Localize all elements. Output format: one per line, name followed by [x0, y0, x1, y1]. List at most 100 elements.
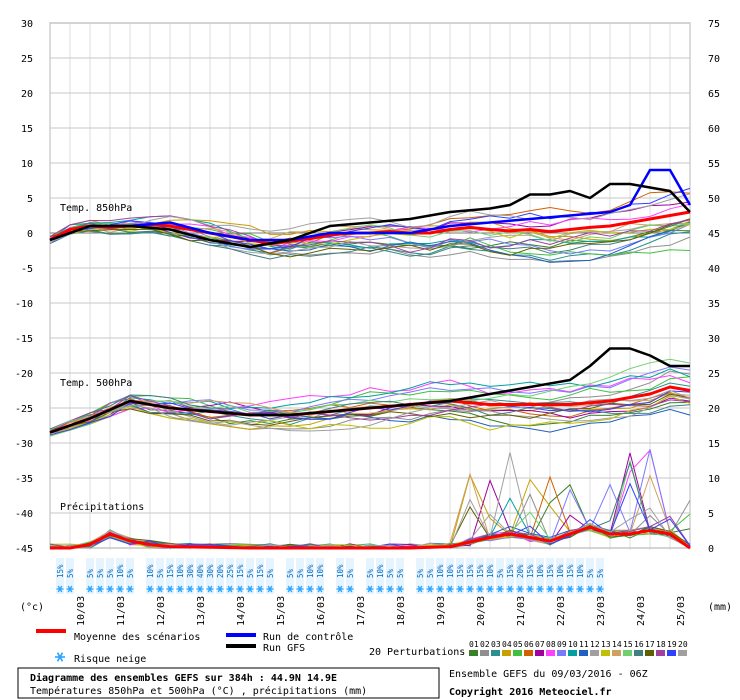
x-date-label: 18/03	[396, 596, 407, 626]
snow-risk-label: 5%	[366, 568, 375, 578]
left-tick-label: 5	[27, 194, 33, 205]
member-swatch	[491, 650, 500, 656]
x-date-label: 19/03	[436, 596, 447, 626]
snowflake-icon	[566, 585, 574, 593]
snow-risk-label: 15%	[466, 564, 475, 578]
member-number: 14	[612, 640, 622, 649]
snowflake-icon	[586, 585, 594, 593]
snow-cell	[226, 558, 234, 594]
series-line-control	[49, 168, 692, 242]
member-swatch	[678, 650, 687, 656]
snow-cell	[456, 558, 464, 594]
snowflake-icon	[576, 585, 584, 593]
right-tick-label: 30	[708, 334, 720, 345]
snow-cell	[506, 558, 514, 594]
snow-cell	[216, 558, 224, 594]
snowflake-icon	[206, 585, 214, 593]
snow-cell	[296, 558, 304, 594]
legend: Moyenne des scénarios Run de contrôle Ru…	[36, 629, 688, 665]
snowflake-icon	[236, 585, 244, 593]
left-tick-label: 30	[21, 19, 33, 30]
panel-label-precip: Précipitations	[60, 501, 144, 513]
snow-cell	[476, 558, 484, 594]
snowflake-icon	[166, 585, 174, 593]
snow-cell	[176, 558, 184, 594]
snow-risk-label: 5%	[386, 568, 395, 578]
snow-cell	[56, 558, 64, 594]
left-tick-label: -30	[15, 439, 33, 450]
member-number: 05	[513, 640, 523, 649]
snow-cell	[576, 558, 584, 594]
snow-risk-label: 5%	[296, 568, 305, 578]
snowflake-icon	[226, 585, 234, 593]
x-date-label: 24/03	[636, 596, 647, 626]
snow-cell	[126, 558, 134, 594]
member-line	[49, 222, 691, 242]
snow-risk-label: 25%	[226, 564, 235, 578]
snow-risk-label: 40%	[196, 564, 205, 578]
snowflake-icon	[416, 585, 424, 593]
snow-risk-label: 15%	[566, 564, 575, 578]
member-swatch	[579, 650, 588, 656]
snow-cell	[86, 558, 94, 594]
snow-risk-label: 30%	[186, 564, 195, 578]
series-line-mean	[50, 525, 691, 550]
snowflake-icon	[376, 585, 384, 593]
member-number: 12	[590, 640, 600, 649]
copyright: Copyright 2016 Meteociel.fr	[449, 686, 612, 698]
snow-cell	[546, 558, 554, 594]
snow-risk-label: 20%	[216, 564, 225, 578]
snow-risk-label: 5%	[156, 568, 165, 578]
snowflake-icon	[196, 585, 204, 593]
snow-risk-label: 10%	[376, 564, 385, 578]
snow-cell	[596, 558, 604, 594]
snowflake-icon	[426, 585, 434, 593]
legend-gfs-label: Run GFS	[263, 643, 305, 654]
snowflake-icon	[106, 585, 114, 593]
snowflake-icon	[546, 585, 554, 593]
snow-risk-label: 5%	[96, 568, 105, 578]
left-tick-label: -10	[15, 299, 33, 310]
snow-cell	[416, 558, 424, 594]
right-tick-label: 75	[708, 19, 720, 30]
member-line	[49, 403, 691, 433]
snow-risk-label: 10%	[306, 564, 315, 578]
right-tick-label: 70	[708, 54, 720, 65]
snowflake-icon	[86, 585, 94, 593]
snow-cell	[286, 558, 294, 594]
right-tick-label: 65	[708, 89, 720, 100]
snow-risk-strip: 15% 5% 5% 5% 5% 10% 5% 10% 5% 15% 10% 30% 40% 30% 20% 2…	[56, 558, 605, 594]
snowflake-icon	[126, 585, 134, 593]
right-tick-label: 20	[708, 404, 720, 415]
snow-cell	[556, 558, 564, 594]
panel-label-t850: Temp. 850hPa	[60, 203, 132, 214]
snowflake-icon	[186, 585, 194, 593]
snow-cell	[106, 558, 114, 594]
snow-risk-label: 5%	[266, 568, 275, 578]
snow-risk-label: 5%	[86, 568, 95, 578]
snow-risk-label: 10%	[446, 564, 455, 578]
snowflake-icon	[216, 585, 224, 593]
snow-risk-label: 5%	[586, 568, 595, 578]
legend-perturbations-label: 20 Perturbations	[369, 647, 465, 658]
x-date-label: 22/03	[556, 596, 567, 626]
snow-risk-label: 10%	[146, 564, 155, 578]
x-date-label: 16/03	[316, 596, 327, 626]
member-number: 16	[634, 640, 644, 649]
snow-risk-label: 15%	[476, 564, 485, 578]
member-number: 19	[667, 640, 677, 649]
snow-risk-label: 5%	[286, 568, 295, 578]
snow-cell	[436, 558, 444, 594]
snow-risk-label: 5%	[106, 568, 115, 578]
member-color-legend: 01 02 03 04 05 06 07 08 09 10 11 12 13 14 15 16 17 18 19 20	[469, 640, 688, 656]
snow-cell	[246, 558, 254, 594]
left-tick-label: -35	[15, 474, 33, 485]
snowflake-icon	[96, 585, 104, 593]
right-tick-label: 50	[708, 194, 720, 205]
member-number: 13	[601, 640, 611, 649]
snowflake-icon	[396, 585, 404, 593]
snow-risk-label: 10%	[486, 564, 495, 578]
snow-risk-label: 10%	[316, 564, 325, 578]
snow-risk-label: 5%	[346, 568, 355, 578]
